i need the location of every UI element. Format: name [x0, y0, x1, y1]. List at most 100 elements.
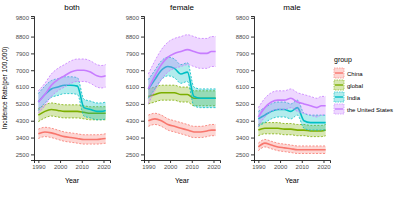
x-tick-label: 1990 [252, 164, 266, 170]
legend-line [335, 84, 343, 85]
y-tick-mark [31, 138, 34, 139]
series-line [38, 132, 105, 139]
x-tick-mark [213, 160, 214, 163]
legend-item: the United States [334, 104, 393, 114]
y-tick-mark [141, 18, 144, 19]
x-tick: 2000 [54, 160, 68, 170]
y-tick-mark [141, 70, 144, 71]
x-tick: 1990 [142, 160, 156, 170]
x-tick: 2020 [97, 160, 111, 170]
y-tick: 5200 [236, 101, 254, 107]
y-tick-mark [31, 53, 34, 54]
confidence-band [38, 127, 105, 144]
y-tick-label: 7000 [16, 68, 30, 74]
y-tick-mark [31, 18, 34, 19]
y-tick-mark [141, 104, 144, 105]
y-tick-label: 8800 [126, 34, 140, 40]
x-tick-label: 1990 [32, 164, 46, 170]
y-tick-label: 4300 [236, 118, 250, 124]
y-tick: 7000 [16, 68, 34, 74]
legend-item: India [334, 92, 361, 102]
y-tick: 8800 [16, 34, 34, 40]
y-tick: 9800 [126, 15, 144, 21]
y-tick-label: 3400 [16, 135, 30, 141]
x-tick-label: 2000 [164, 164, 178, 170]
y-tick-label: 6100 [16, 84, 30, 90]
x-tick-mark [82, 160, 83, 163]
x-tick-label: 2020 [317, 164, 331, 170]
plot-area [258, 89, 325, 154]
y-tick: 6100 [236, 84, 254, 90]
plot-area [38, 59, 105, 144]
band-edge [258, 134, 325, 137]
x-tick-mark [38, 160, 39, 163]
y-tick-label: 5200 [236, 101, 250, 107]
x-tick-mark [103, 160, 104, 163]
y-tick: 6100 [126, 84, 144, 90]
x-axis-title: Year [65, 177, 80, 184]
y-tick: 7000 [236, 68, 254, 74]
y-tick: 9800 [236, 15, 254, 21]
y-tick-label: 6100 [236, 84, 250, 90]
y-tick: 8800 [126, 34, 144, 40]
legend-line [335, 72, 343, 73]
y-tick-mark [31, 154, 34, 155]
legend-item: China [334, 68, 363, 78]
y-tick-label: 5200 [16, 101, 30, 107]
y-axis-title: Incidence Rate(per 100,000) [1, 47, 9, 129]
x-axis-title: Year [175, 177, 190, 184]
y-tick: 4300 [16, 118, 34, 124]
panel-title: both [64, 3, 80, 12]
y-tick-mark [141, 37, 144, 38]
y-tick-label: 4300 [126, 118, 140, 124]
legend-swatch [334, 68, 344, 78]
x-tick-label: 2000 [274, 164, 288, 170]
y-tick-label: 8800 [236, 34, 250, 40]
band-edge [38, 81, 105, 113]
y-tick: 4300 [126, 118, 144, 124]
y-tick-mark [251, 37, 254, 38]
y-tick-mark [251, 121, 254, 122]
band-edge [258, 139, 325, 146]
chart-svg: both 1990 2000 2010 2020 2500 3400 4300 5200 6100… [0, 0, 400, 197]
y-tick-label: 4300 [16, 118, 30, 124]
x-tick-label: 2010 [76, 164, 90, 170]
x-tick: 2000 [274, 160, 288, 170]
x-tick-mark [258, 160, 259, 163]
legend-swatch [334, 104, 344, 114]
legend-label: China [347, 71, 363, 77]
y-tick-label: 5200 [126, 101, 140, 107]
series-line [258, 143, 325, 150]
confidence-band [258, 89, 325, 126]
panel: male199020002010202025003400430052006100… [236, 3, 332, 184]
x-tick-mark [280, 160, 281, 163]
y-tick: 3400 [16, 135, 34, 141]
x-axis-line [35, 161, 111, 164]
y-tick-label: 6100 [126, 84, 140, 90]
y-tick: 7900 [16, 51, 34, 57]
y-tick-label: 2500 [236, 152, 250, 158]
y-tick-mark [141, 53, 144, 54]
y-tick-mark [31, 104, 34, 105]
x-tick: 2010 [76, 160, 90, 170]
x-tick: 1990 [252, 160, 266, 170]
confidence-band [148, 35, 215, 104]
y-tick-mark [141, 154, 144, 155]
x-axis: 1990200020102020 [252, 160, 331, 170]
y-tick-mark [31, 121, 34, 122]
y-tick-label: 2500 [126, 152, 140, 158]
y-tick-mark [31, 37, 34, 38]
x-tick-mark [170, 160, 171, 163]
y-tick-mark [31, 87, 34, 88]
x-tick: 2020 [207, 160, 221, 170]
legend-label: India [347, 95, 361, 101]
chart-container: both 1990 2000 2010 2020 2500 3400 4300 5200 6100… [0, 0, 400, 197]
y-tick: 2500 [236, 152, 254, 158]
y-tick-mark [251, 70, 254, 71]
x-tick-label: 2020 [207, 164, 221, 170]
panel-title: male [283, 3, 301, 12]
y-axis: 250034004300520061007000790088009800 [236, 15, 255, 160]
legend-line [335, 108, 343, 109]
y-tick-label: 7900 [126, 51, 140, 57]
y-axis-line [141, 17, 145, 161]
